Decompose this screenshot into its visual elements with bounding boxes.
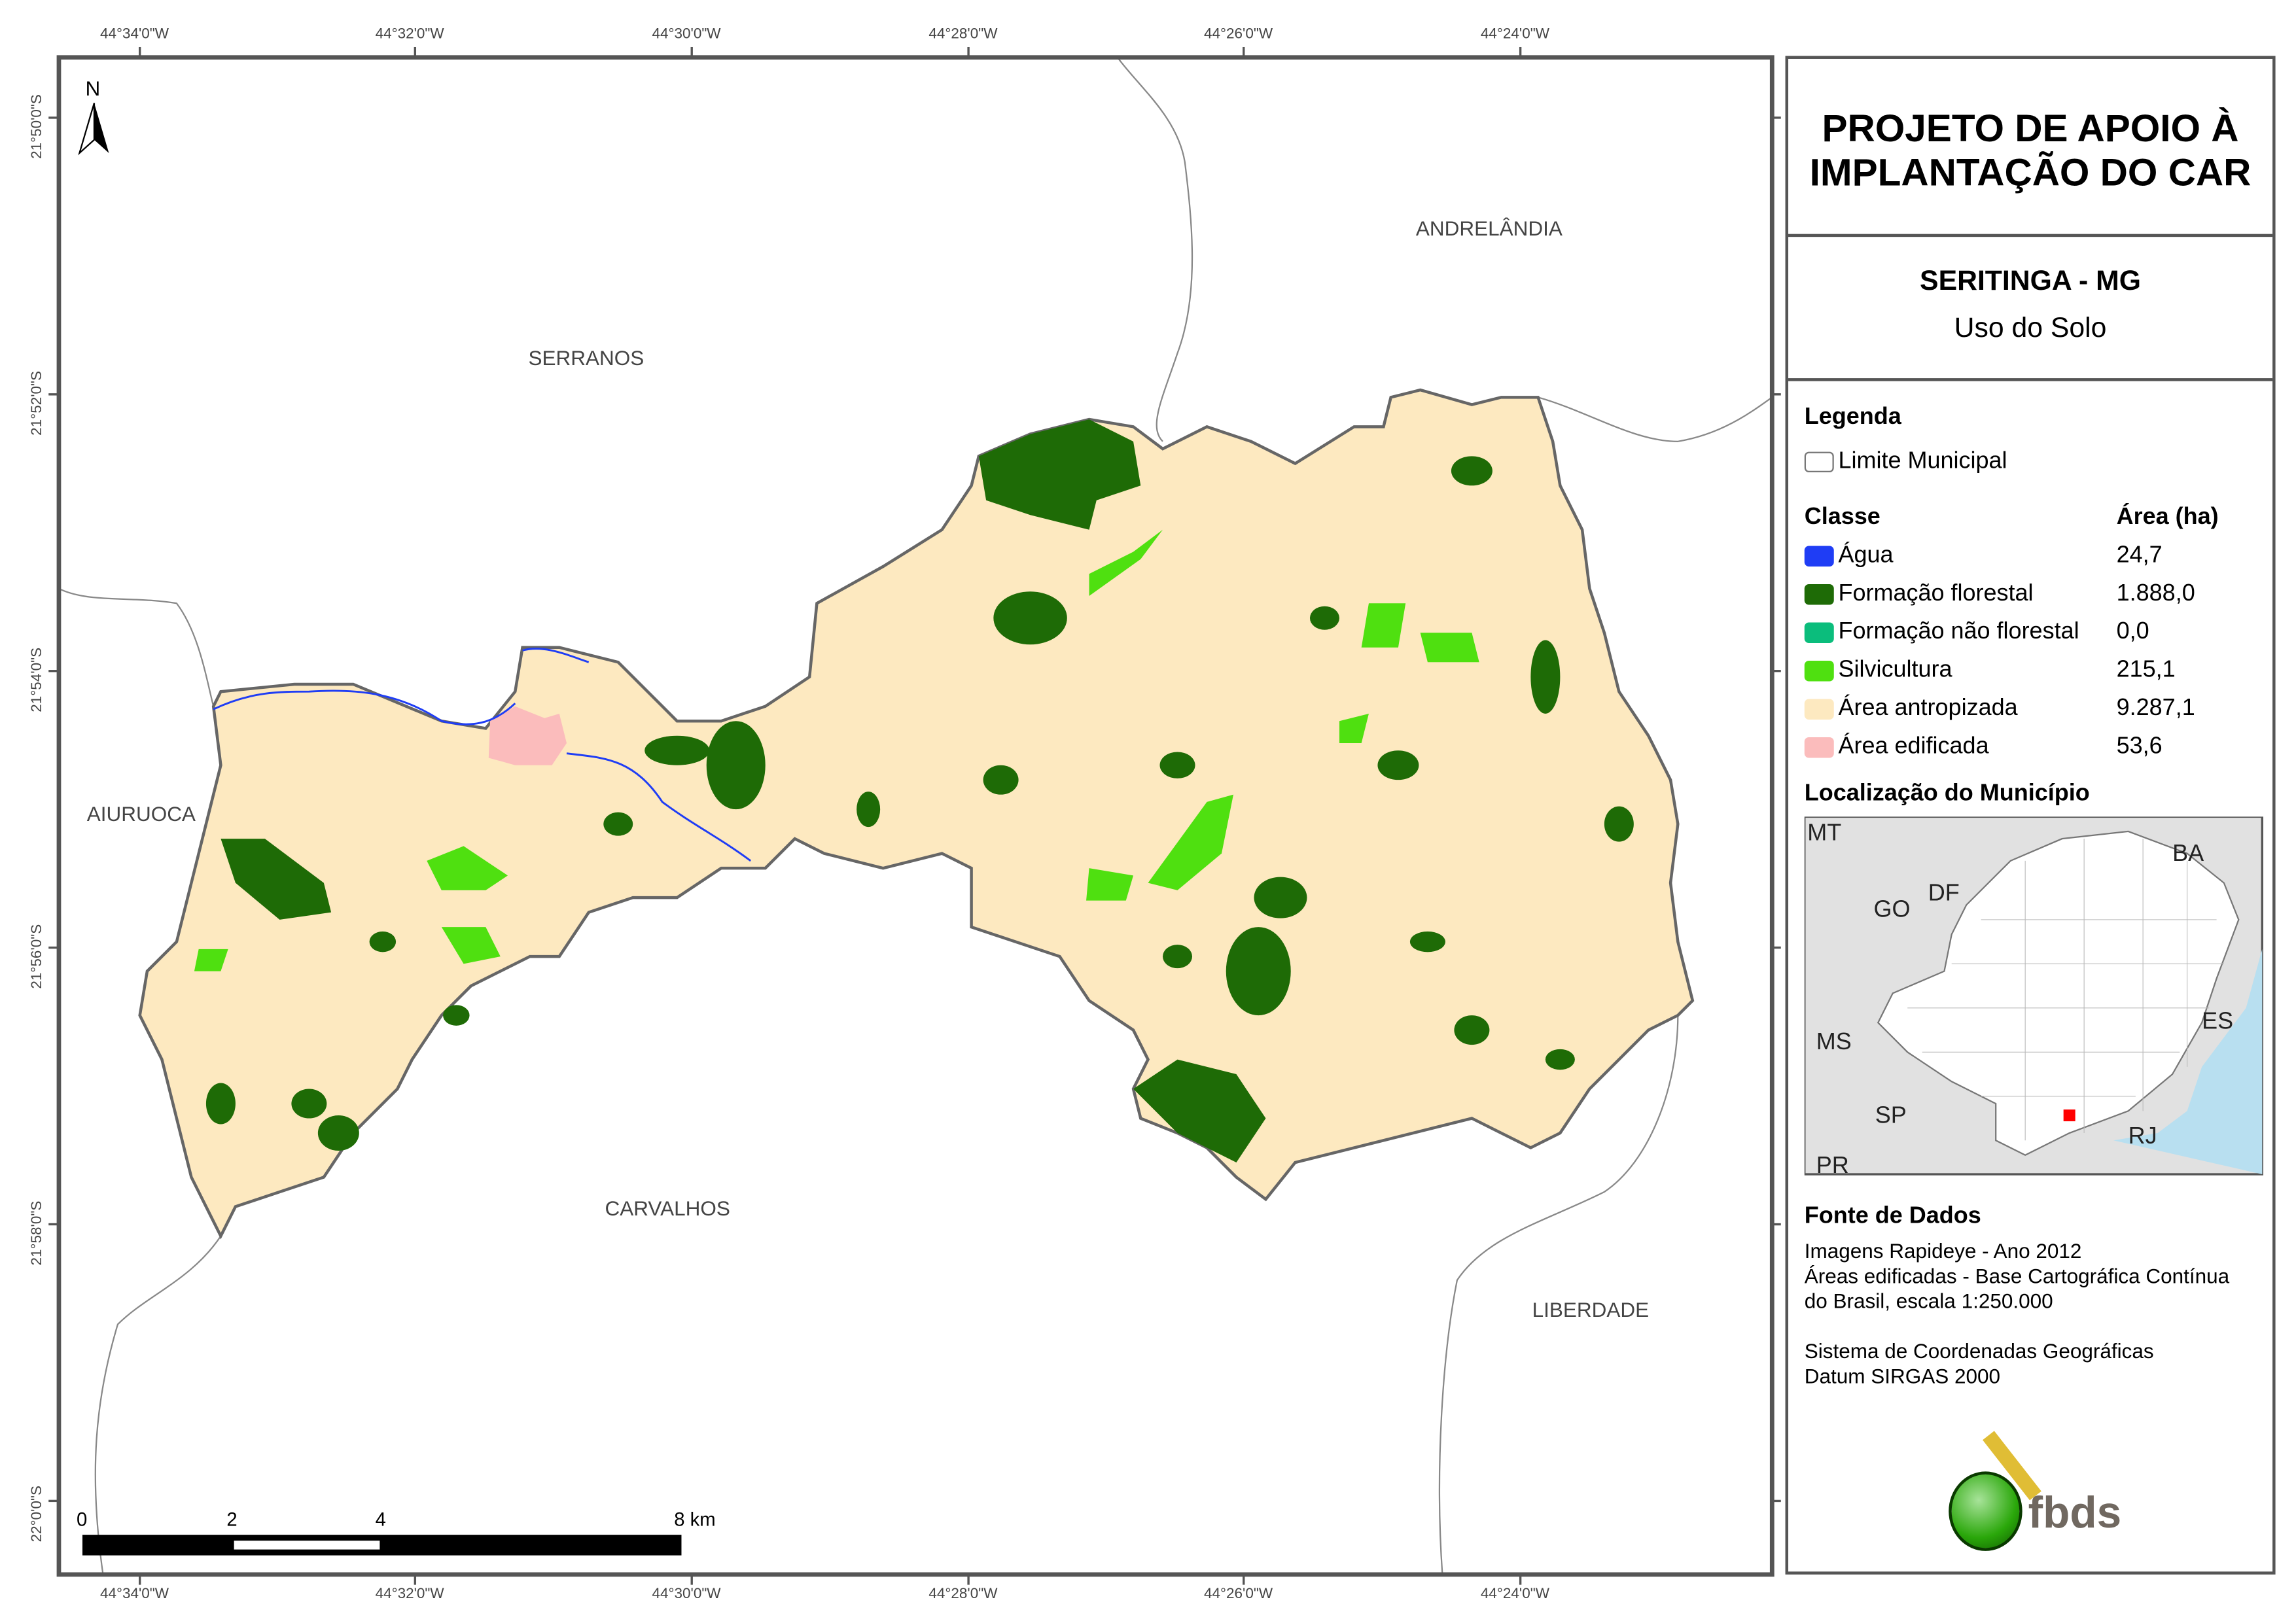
source-line-3: do Brasil, escala 1:250.000 [1804,1289,2053,1313]
lon-label-bottom: 44°26'0"W [1204,1586,1273,1603]
class-swatch [1804,584,1834,605]
lon-label-top: 44°24'0"W [1480,26,1549,43]
class-label: Área antropizada [1838,695,2018,722]
map-canvas: N [48,46,1781,1585]
lon-label-top: 44°32'0"W [375,26,444,43]
source-title: Fonte de Dados [1804,1204,1981,1229]
class-label: Formação não florestal [1838,619,2079,645]
inset-label-ms: MS [1816,1028,1852,1055]
lon-label-top: 44°30'0"W [652,26,721,43]
lon-label-bottom: 44°30'0"W [652,1586,721,1603]
legend-class-row: Área edificada 53,6 [1804,728,2272,766]
crs-line-1: Sistema de Coordenadas Geográficas [1804,1338,2154,1363]
lon-label-bottom: 44°32'0"W [375,1586,444,1603]
lat-label: 21°56'0"S [29,924,46,989]
logo-text: fbds [2028,1489,2122,1538]
label-carvalhos: CARVALHOS [605,1196,730,1220]
class-label: Formação florestal [1838,581,2034,606]
fbds-logo: fbds [1805,1412,2272,1551]
map-subtitle: Uso do Solo [1954,313,2107,345]
inset-label-mt: MT [1807,818,1841,845]
lon-label-top: 44°28'0"W [928,26,998,43]
class-header: Classe [1804,504,1881,530]
class-label: Área edificada [1838,734,1989,759]
neighbor-boundaries [58,58,1773,1575]
lat-label: 21°50'0"S [29,94,46,159]
inset-label-df: DF [1928,879,1960,906]
label-andrelandia: ANDRELÂNDIA [1415,216,1563,240]
inset-label-ba: BA [2172,839,2204,866]
map-frame [56,55,1775,1577]
label-aiuruoca: AIURUOCA [86,801,196,826]
class-swatch [1804,699,1834,720]
class-label: Silvicultura [1838,657,1952,683]
lat-label: 21°52'0"S [29,370,46,436]
inset-label-sp: SP [1875,1101,1907,1128]
label-liberdade: LIBERDADE [1532,1297,1650,1321]
lat-label: 22°0'0"S [29,1486,46,1543]
boundary-label: Limite Municipal [1838,449,2007,474]
lon-label-bottom: 44°34'0"W [99,1586,169,1603]
lon-label-bottom: 44°24'0"W [1480,1586,1549,1603]
area-header: Área (ha) [2116,504,2219,530]
lat-label: 21°58'0"S [29,1200,46,1266]
class-area: 53,6 [2116,734,2163,759]
source-line-2: Áreas edificadas - Base Cartográfica Con… [1804,1264,2230,1288]
legend-class-row: Água 24,7 [1804,537,2272,575]
class-area: 0,0 [2116,619,2149,645]
class-area: 1.888,0 [2116,581,2195,606]
class-swatch [1804,546,1834,567]
ocean [2113,949,2263,1175]
class-swatch [1804,622,1834,643]
label-serranos: SERRANOS [528,345,645,370]
scale-label-8km: 8 km [674,1508,716,1531]
class-label: Água [1838,543,1894,568]
inset-label-go: GO [1873,895,1910,922]
project-title: PROJETO DE APOIO À IMPLANTAÇÃO DO CAR [1788,59,2273,237]
municipality-name: SERITINGA - MG [1920,266,2142,298]
silviculture-patches [194,529,1479,971]
lat-label: 21°54'0"S [29,647,46,712]
class-swatch [1804,737,1834,758]
lon-label-bottom: 44°28'0"W [928,1586,998,1603]
location-inset-map: MT BA GO DF MS ES SP RJ PR [1803,815,2264,1178]
river [213,648,752,862]
legend-title: Legenda [1804,404,1901,430]
boundary-swatch [1804,451,1834,473]
legend-class-row: Formação florestal 1.888,0 [1804,576,2272,614]
class-area: 9.287,1 [2116,695,2195,722]
class-swatch [1804,660,1834,682]
scale-label-2: 2 [226,1508,238,1531]
municipality-boundary [138,388,1695,1240]
svg-text:N: N [85,77,100,100]
built-area [488,706,567,765]
source-line-1: Imagens Rapideye - Ano 2012 [1804,1238,2082,1263]
logo-circle-icon [1949,1471,2022,1551]
legend-panel: PROJETO DE APOIO À IMPLANTAÇÃO DO CAR SE… [1785,56,2276,1575]
location-title: Localização do Município [1804,781,2090,807]
inset-label-pr: PR [1816,1151,1849,1176]
forest-patches [205,419,1634,1163]
class-area: 215,1 [2116,657,2176,683]
scale-label-0: 0 [76,1508,88,1531]
inset-label-rj: RJ [2128,1122,2157,1149]
lon-label-top: 44°26'0"W [1204,26,1273,43]
class-area: 24,7 [2116,543,2163,568]
scale-label-4: 4 [375,1508,386,1531]
legend-class-row: Silvicultura 215,1 [1804,652,2272,689]
inset-label-es: ES [2202,1007,2233,1034]
crs-line-2: Datum SIRGAS 2000 [1804,1364,2001,1388]
legend-class-row: Área antropizada 9.287,1 [1804,690,2272,728]
municipality-location-marker [2063,1109,2075,1122]
legend-class-row: Formação não florestal 0,0 [1804,614,2272,652]
scale-bar [82,1535,682,1556]
minas-gerais-outline [1877,830,2240,1157]
lon-label-top: 44°34'0"W [99,26,169,43]
